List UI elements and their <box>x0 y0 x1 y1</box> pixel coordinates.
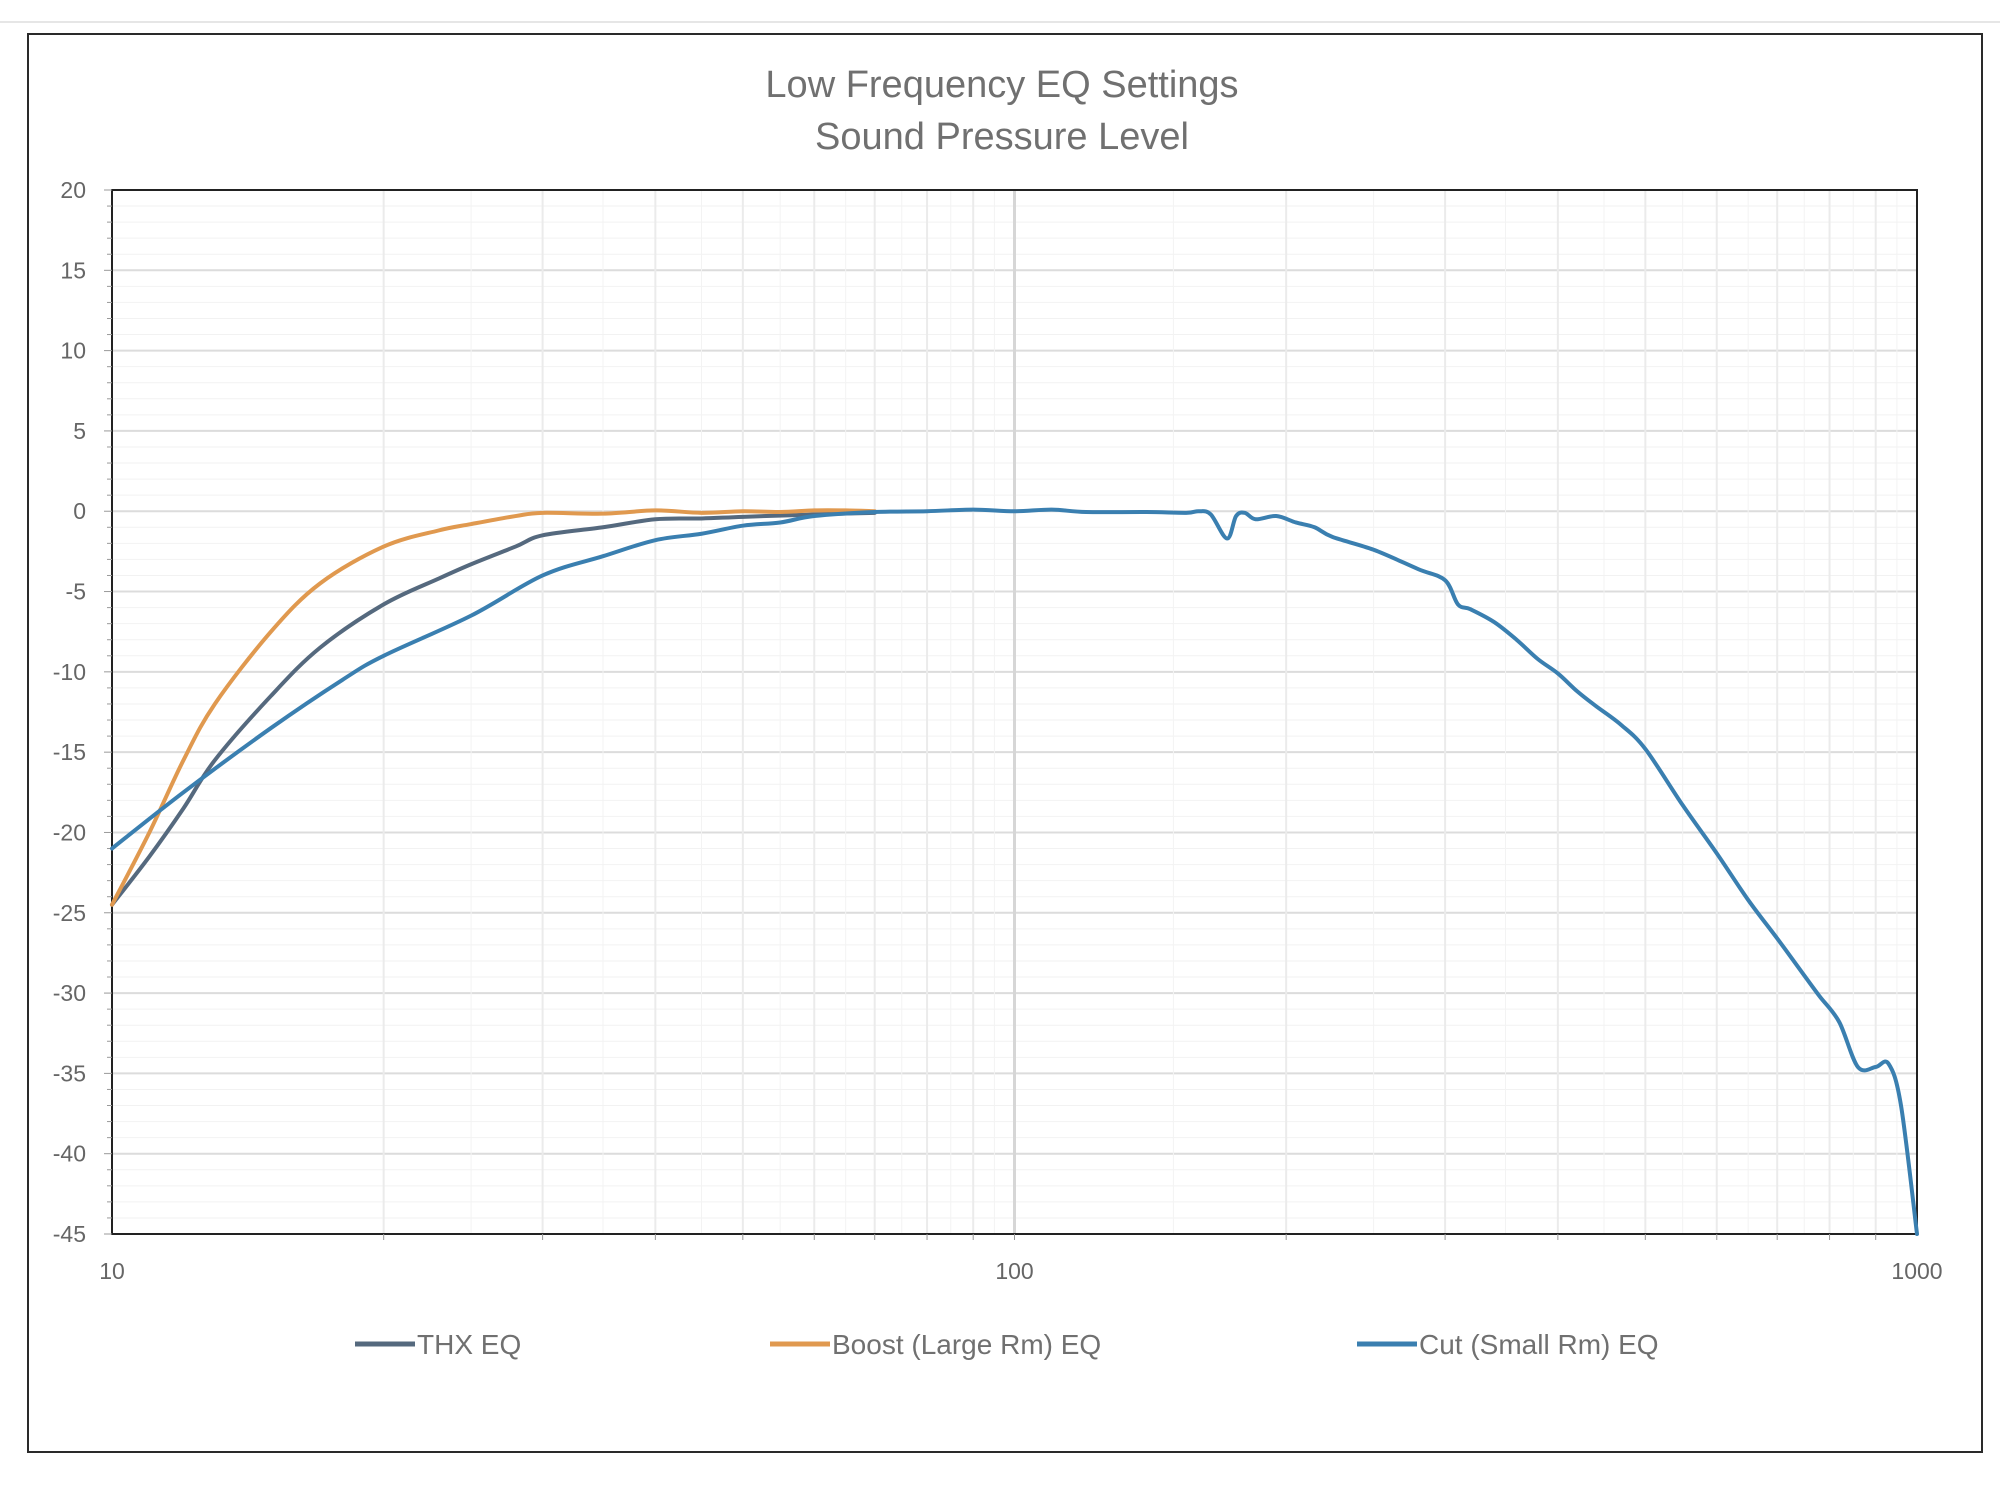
y-tick-label: -5 <box>66 579 86 605</box>
y-tick-label: -40 <box>53 1141 86 1167</box>
grid <box>112 189 1917 1235</box>
chart-title: Low Frequency EQ Settings <box>765 64 1238 106</box>
x-tick-label: 10 <box>99 1258 125 1284</box>
y-tick-label: 20 <box>60 177 86 203</box>
series-line-2 <box>110 507 1919 1236</box>
x-tick-label: 100 <box>995 1258 1033 1284</box>
series <box>110 507 1919 1236</box>
chart-frame <box>27 33 1983 1453</box>
y-tick-label: 15 <box>60 257 86 283</box>
x-tick-label: 1000 <box>1891 1258 1942 1284</box>
y-tick-label: 5 <box>73 418 86 444</box>
legend-label-2: Cut (Small Rm) EQ <box>1419 1329 1659 1360</box>
y-tick-label: -15 <box>53 739 86 765</box>
y-tick-label: 0 <box>73 498 86 524</box>
legend-label-1: Boost (Large Rm) EQ <box>832 1329 1101 1360</box>
axes: 20 15 10 5 0 -5 -10 -15 -20 -25 -30 -35 -40 -45 10 100 1… <box>53 177 1943 1284</box>
y-tick-label: -45 <box>53 1221 86 1247</box>
y-tick-label: -35 <box>53 1060 86 1086</box>
y-tick-label: -30 <box>53 980 86 1006</box>
series-line-1 <box>110 508 877 907</box>
y-tick-label: -25 <box>53 900 86 926</box>
y-tick-label: 10 <box>60 338 86 364</box>
chart-subtitle: Sound Pressure Level <box>815 116 1189 158</box>
y-tick-label: -20 <box>53 819 86 845</box>
legend-label-0: THX EQ <box>417 1329 521 1360</box>
series-line-0 <box>110 510 877 907</box>
y-tick-label: -10 <box>53 659 86 685</box>
legend: THX EQ Boost (Large Rm) EQ Cut (Small Rm) … <box>355 1329 1659 1360</box>
